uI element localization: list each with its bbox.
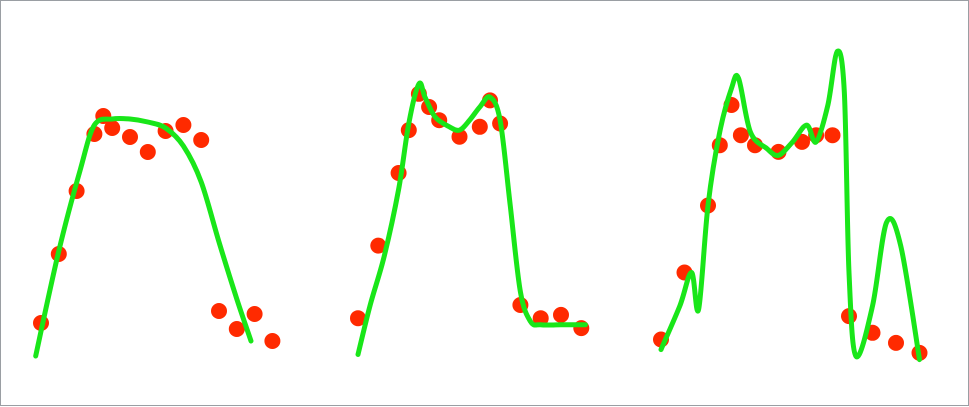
overfit-data-point-10 [825,127,841,143]
underfit-data-point-10 [193,132,209,148]
underfit-data-point-11 [211,303,227,319]
overfit-data-point-13 [888,335,904,351]
overfit-fit-curve [661,51,920,360]
underfit-data-point-14 [264,333,280,349]
underfit-panel [33,108,280,356]
good-fit-data-point-13 [553,307,569,323]
underfit-data-point-6 [122,129,138,145]
good-fit-panel [350,83,589,355]
good-fit-data-point-8 [472,119,488,135]
underfit-data-point-7 [140,144,156,160]
underfit-data-point-9 [175,117,191,133]
underfit-data-point-5 [104,120,120,136]
overfit-panel [653,51,928,361]
good-fit-fit-curve [358,83,585,355]
overfit-data-point-5 [733,127,749,143]
underfit-data-point-13 [247,306,263,322]
